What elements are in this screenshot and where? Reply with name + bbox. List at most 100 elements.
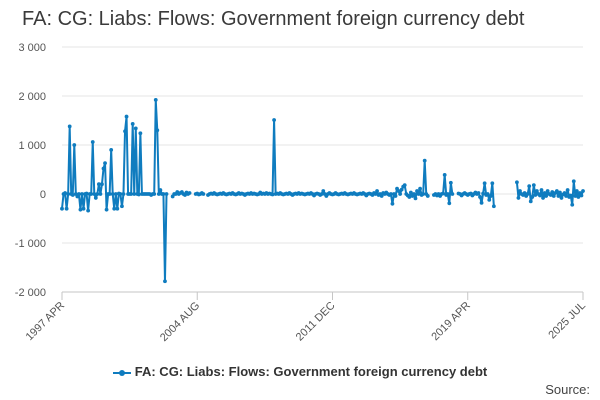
data-point[interactable]: [132, 192, 137, 196]
data-point[interactable]: [77, 192, 81, 196]
data-point[interactable]: [164, 192, 169, 196]
data-point[interactable]: [161, 192, 166, 196]
data-point[interactable]: [541, 196, 545, 200]
data-point[interactable]: [479, 200, 484, 205]
data-point[interactable]: [96, 182, 101, 187]
data-point[interactable]: [67, 124, 72, 129]
data-point[interactable]: [398, 192, 403, 196]
data-point[interactable]: [109, 148, 114, 152]
data-point[interactable]: [481, 191, 485, 196]
data-point[interactable]: [130, 122, 135, 126]
data-point[interactable]: [412, 192, 416, 196]
data-point[interactable]: [163, 279, 167, 284]
data-point[interactable]: [491, 204, 496, 209]
data-point[interactable]: [531, 183, 536, 188]
data-point[interactable]: [124, 114, 129, 119]
data-point[interactable]: [516, 196, 521, 200]
data-point[interactable]: [544, 194, 549, 198]
data-point[interactable]: [138, 131, 143, 136]
data-point[interactable]: [155, 128, 160, 133]
data-point[interactable]: [388, 192, 393, 196]
data-point[interactable]: [390, 201, 395, 206]
data-point[interactable]: [422, 158, 427, 163]
data-point[interactable]: [112, 206, 117, 211]
data-point[interactable]: [110, 192, 115, 196]
data-point[interactable]: [533, 193, 538, 197]
data-point[interactable]: [136, 192, 141, 197]
data-point[interactable]: [123, 129, 127, 134]
data-point[interactable]: [396, 189, 401, 193]
data-point[interactable]: [425, 194, 430, 198]
data-point[interactable]: [393, 194, 398, 198]
data-point[interactable]: [442, 172, 447, 177]
data-point[interactable]: [413, 196, 418, 201]
data-point[interactable]: [564, 194, 568, 198]
data-point[interactable]: [418, 186, 422, 191]
data-point[interactable]: [579, 193, 584, 198]
data-point[interactable]: [562, 191, 567, 195]
data-point[interactable]: [538, 193, 542, 198]
data-point[interactable]: [565, 188, 570, 192]
data-point[interactable]: [70, 193, 75, 197]
data-point[interactable]: [121, 192, 126, 196]
data-point[interactable]: [542, 191, 547, 195]
data-point[interactable]: [90, 140, 95, 144]
data-point[interactable]: [120, 204, 124, 209]
data-point[interactable]: [86, 208, 91, 213]
data-point[interactable]: [375, 189, 379, 193]
data-point[interactable]: [528, 199, 533, 204]
data-point[interactable]: [270, 192, 275, 197]
data-point[interactable]: [545, 189, 550, 193]
data-point[interactable]: [66, 192, 71, 196]
data-point[interactable]: [447, 201, 452, 206]
data-point[interactable]: [373, 192, 378, 196]
data-point[interactable]: [534, 189, 539, 193]
data-point[interactable]: [550, 190, 555, 194]
data-point[interactable]: [476, 191, 481, 195]
data-point[interactable]: [530, 195, 535, 199]
data-point[interactable]: [113, 192, 118, 196]
data-point[interactable]: [441, 191, 446, 196]
data-point[interactable]: [95, 192, 100, 196]
data-point[interactable]: [548, 193, 553, 197]
data-point[interactable]: [450, 192, 455, 196]
data-point[interactable]: [72, 143, 77, 147]
data-point[interactable]: [80, 192, 84, 196]
data-point[interactable]: [201, 192, 206, 196]
data-point[interactable]: [118, 192, 123, 196]
data-point[interactable]: [78, 207, 83, 212]
data-point[interactable]: [576, 195, 581, 199]
data-point[interactable]: [156, 192, 161, 196]
data-point[interactable]: [187, 191, 192, 195]
data-point[interactable]: [573, 194, 578, 198]
data-point[interactable]: [115, 206, 120, 211]
data-point[interactable]: [272, 118, 276, 122]
data-point[interactable]: [415, 189, 419, 193]
data-point[interactable]: [379, 194, 384, 198]
data-point[interactable]: [133, 126, 138, 131]
data-point[interactable]: [571, 179, 576, 184]
data-point[interactable]: [89, 192, 94, 196]
data-point[interactable]: [539, 188, 544, 192]
data-point[interactable]: [408, 190, 413, 195]
data-point[interactable]: [515, 180, 519, 185]
data-point[interactable]: [402, 183, 407, 188]
data-point[interactable]: [100, 182, 104, 187]
data-point[interactable]: [153, 98, 158, 102]
data-point[interactable]: [92, 192, 97, 196]
data-point[interactable]: [63, 191, 67, 195]
data-point[interactable]: [570, 202, 575, 207]
data-point[interactable]: [407, 195, 412, 199]
data-point[interactable]: [522, 191, 527, 195]
data-point[interactable]: [448, 180, 453, 185]
data-point[interactable]: [556, 194, 561, 198]
data-point[interactable]: [558, 190, 562, 195]
data-point[interactable]: [445, 192, 450, 196]
data-point[interactable]: [574, 189, 579, 193]
data-point[interactable]: [60, 206, 64, 211]
data-point[interactable]: [559, 196, 564, 200]
data-point[interactable]: [101, 166, 106, 171]
data-point[interactable]: [64, 206, 69, 211]
data-point[interactable]: [581, 189, 585, 193]
data-point[interactable]: [551, 194, 556, 198]
